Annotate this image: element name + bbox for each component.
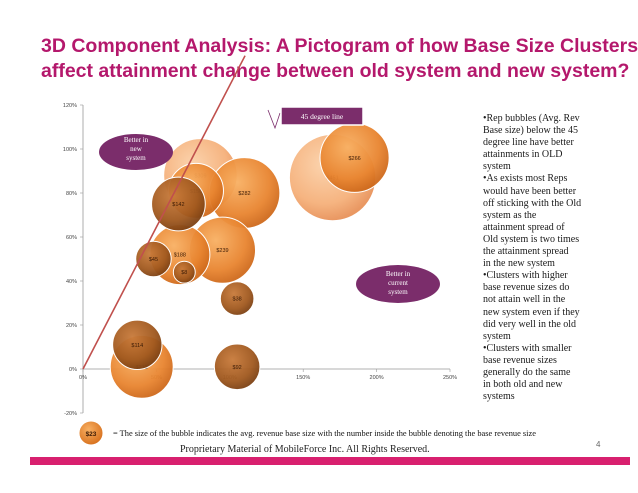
commentary-line: not attain well in the xyxy=(483,294,566,306)
bubble-circle xyxy=(151,176,206,232)
y-tick-label: 60% xyxy=(66,235,77,241)
better-current-callout xyxy=(356,265,440,303)
x-tick-label: 200% xyxy=(370,375,384,381)
y-tick-label: 80% xyxy=(66,191,77,197)
bubble-circle xyxy=(172,260,196,284)
line-callout-box xyxy=(280,106,364,126)
better-current-label: Better in xyxy=(386,270,411,278)
footer-proprietary: Proprietary Material of MobileForce Inc.… xyxy=(180,444,430,455)
better-current-label: current xyxy=(388,279,408,287)
bubble-label: $38 xyxy=(233,297,242,303)
x-tick-label: 150% xyxy=(296,375,310,381)
commentary-line: •Rep bubbles (Avg. Rev xyxy=(483,113,580,124)
commentary-line: systems xyxy=(483,391,515,403)
better-new-label: new xyxy=(130,145,143,153)
commentary-line: in both old and new xyxy=(483,379,563,391)
data-bubble: $142 xyxy=(151,176,206,232)
y-tick-label: 0% xyxy=(69,367,77,373)
bubble-circle xyxy=(219,281,255,316)
commentary-line: system as the xyxy=(483,209,537,221)
bubble-label: $142 xyxy=(172,202,184,208)
commentary-line: •Clusters with smaller xyxy=(483,342,572,354)
commentary-line: in the new system xyxy=(483,258,555,270)
legend-bubble-label: $23 xyxy=(86,431,97,438)
commentary-line: Base size) below the 45 xyxy=(483,125,578,137)
commentary-line: new system even if they xyxy=(483,306,580,318)
data-bubble: $45 xyxy=(135,240,172,278)
bubble-label: $239 xyxy=(216,248,228,254)
data-bubble: $8 xyxy=(172,260,196,284)
chart-legend: $23 xyxy=(78,420,104,446)
bubble-label: $282 xyxy=(238,191,250,197)
y-tick-label: -20% xyxy=(64,411,77,417)
y-tick-label: 20% xyxy=(66,323,77,329)
bubble-circle xyxy=(213,343,261,391)
y-tick-label: 40% xyxy=(66,279,77,285)
data-bubble: $266 xyxy=(319,122,390,193)
bubble-label: $188 xyxy=(174,253,186,259)
chart-bubbles: $451$309$282$266$239$212$188$150$142$114… xyxy=(109,122,390,399)
footer-accent-bar xyxy=(30,457,630,465)
bubble-label: $45 xyxy=(149,257,158,263)
slide-title-line-1: 3D Component Analysis: A Pictogram of ho… xyxy=(41,35,638,57)
bubble-label: $8 xyxy=(181,270,187,276)
page-number: 4 xyxy=(596,440,601,449)
bubble-label: $114 xyxy=(131,343,143,349)
commentary-line: generally do the same xyxy=(483,366,571,378)
commentary-bullets: •Rep bubbles (Avg. Rev Base size) below t… xyxy=(483,113,633,403)
forty-five-degree-line xyxy=(82,55,246,370)
commentary-line: system xyxy=(483,161,511,173)
line-callout-pointer xyxy=(267,109,281,130)
line-callout-label: 45 degree line xyxy=(301,112,344,121)
y-tick-label: 100% xyxy=(63,147,77,153)
legend-description: = The size of the bubble indicates the a… xyxy=(113,429,536,438)
commentary-line: •As exists most Reps xyxy=(483,173,568,185)
commentary-line: base revenue sizes xyxy=(483,354,557,366)
data-bubble: $92 xyxy=(213,343,261,391)
commentary-line: system xyxy=(483,330,511,342)
data-bubble: $114 xyxy=(112,319,163,370)
commentary-line: would have been better xyxy=(483,185,577,197)
commentary-line: attainment spread of xyxy=(483,221,565,233)
commentary-line: attainments in OLD xyxy=(483,149,563,161)
commentary-line: Old system is two times xyxy=(483,233,580,245)
slide-title-line-2: affect attainment change between old sys… xyxy=(41,60,630,82)
commentary-line: did very well in the old xyxy=(483,318,577,330)
commentary-line: •Clusters with higher xyxy=(483,270,568,282)
x-tick-label: 0% xyxy=(79,375,87,381)
commentary-line: the attainment spread xyxy=(483,246,569,258)
x-tick-label: 250% xyxy=(443,375,457,381)
bubble-label: $266 xyxy=(348,156,360,162)
bubble-circle xyxy=(112,319,163,370)
bubble-label: $92 xyxy=(233,365,242,371)
better-new-label: Better in xyxy=(124,136,149,144)
commentary-line: degree line have better xyxy=(483,137,574,149)
slide-title: 3D Component Analysis: A Pictogram of ho… xyxy=(41,34,638,84)
better-new-label: system xyxy=(126,154,146,162)
commentary-line: off sticking with the Old xyxy=(483,197,582,209)
y-tick-label: 120% xyxy=(63,103,77,109)
commentary-line: base revenue sizes do xyxy=(483,282,570,294)
better-current-label: system xyxy=(388,288,408,296)
better-new-callout xyxy=(99,134,173,170)
data-bubble: $38 xyxy=(219,281,255,316)
legend-bubble xyxy=(78,420,104,446)
